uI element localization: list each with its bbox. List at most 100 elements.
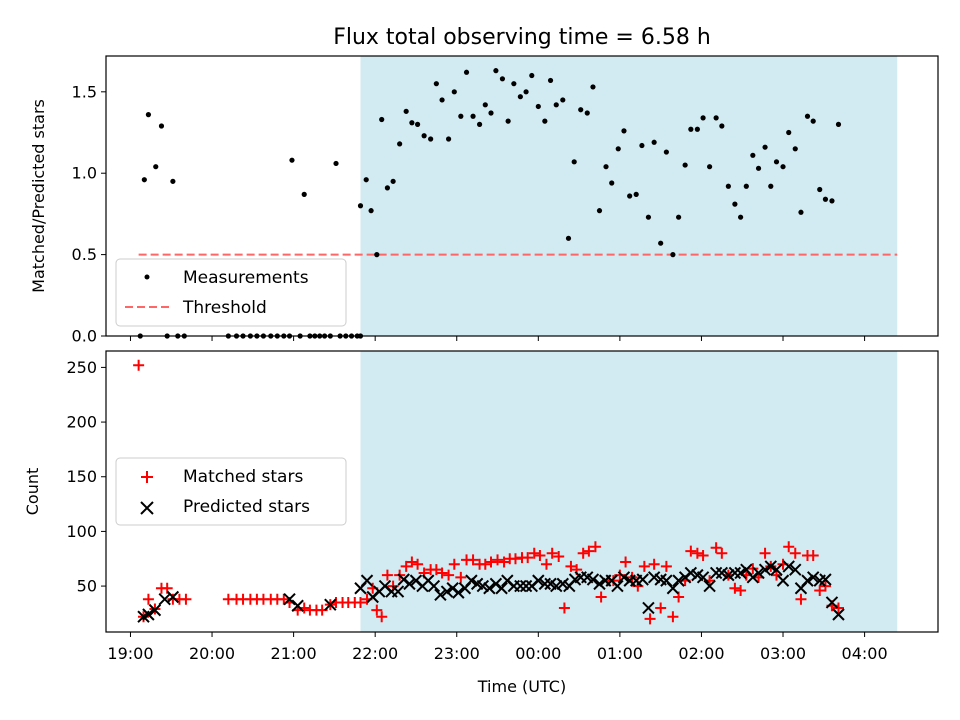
- bottom-y-axis-label: Count: [23, 468, 42, 516]
- measurement-point: [596, 208, 603, 214]
- measurement-point: [153, 164, 159, 170]
- predicted-star-points: [137, 560, 845, 623]
- measurement-point: [505, 118, 511, 124]
- predicted-star-point: [538, 577, 552, 591]
- measurement-point: [817, 186, 823, 193]
- measurement-point: [639, 142, 645, 149]
- x-tick-label: 02:00: [678, 644, 724, 663]
- matched-star-point: [180, 593, 192, 605]
- matched-star-point: [819, 580, 831, 592]
- measurement-point: [384, 185, 391, 191]
- predicted-star-point: [495, 582, 508, 595]
- measurement-point: [829, 198, 835, 204]
- measurement-point: [694, 126, 700, 132]
- predicted-star-point: [666, 582, 680, 595]
- measurement-point: [750, 152, 756, 158]
- matched-star-point: [534, 549, 546, 561]
- matched-star-point: [648, 558, 660, 570]
- matched-star-point: [443, 569, 455, 581]
- predicted-star-point: [752, 566, 765, 580]
- measurement-point: [700, 115, 706, 121]
- measurement-point: [535, 103, 541, 110]
- predicted-star-point: [825, 596, 839, 609]
- predicted-star-point: [636, 573, 649, 586]
- bottom-y-tick-label: 100: [66, 522, 97, 541]
- predicted-star-point: [764, 560, 777, 573]
- matched-star-point: [133, 359, 145, 371]
- measurement-point: [333, 160, 339, 167]
- matched-star-point: [729, 582, 741, 594]
- matched-star-point: [638, 560, 650, 572]
- measurement-point: [529, 72, 535, 79]
- top-y-tick-label: 1.5: [72, 82, 97, 101]
- predicted-star-point: [440, 585, 454, 598]
- count-panel: 50 100 150 200 250 19:00 20:00 21:00 22:00 23:00…: [23, 350, 939, 696]
- measurement-point: [768, 183, 774, 189]
- measurement-point: [725, 183, 731, 189]
- matched-star-point: [667, 611, 679, 623]
- measurement-point: [403, 108, 409, 114]
- predicted-star-point: [819, 573, 832, 586]
- measurement-point: [553, 102, 559, 108]
- predicted-star-point: [586, 573, 600, 586]
- measurement-point: [409, 120, 415, 126]
- x-tick-label: 22:00: [352, 644, 398, 663]
- measurement-point: [755, 165, 762, 171]
- measurement-point: [547, 77, 554, 84]
- measurement-point: [743, 183, 749, 189]
- matched-star-point: [448, 558, 460, 570]
- matched-star-point: [589, 541, 601, 553]
- measurement-point: [627, 193, 633, 199]
- measurement-point: [511, 81, 517, 87]
- measurement-point: [542, 118, 548, 124]
- measurement-point: [658, 240, 664, 246]
- legend-threshold-label: Threshold: [182, 298, 267, 318]
- predicted-star-point: [672, 574, 685, 587]
- x-tick-label: 03:00: [760, 644, 806, 663]
- x-tick-label: 00:00: [515, 644, 561, 663]
- top-y-tick-label: 0.0: [72, 327, 97, 346]
- bottom-y-tick-label: 250: [66, 358, 97, 377]
- predicted-star-point: [142, 608, 155, 621]
- matched-star-point: [522, 552, 534, 564]
- matched-star-point: [789, 547, 801, 559]
- top-y-tick-label: 0.5: [72, 245, 97, 264]
- matched-star-point: [832, 602, 844, 614]
- top-axes-frame: [105, 55, 939, 337]
- measurement-point: [439, 97, 445, 103]
- measurement-point: [463, 69, 470, 75]
- legend-matched-label: Matched stars: [183, 467, 303, 487]
- measurement-point: [786, 129, 792, 136]
- matched-star-point: [660, 560, 672, 572]
- matched-star-point: [759, 547, 771, 559]
- measurement-point: [141, 177, 147, 183]
- matched-star-point: [814, 584, 826, 596]
- predicted-star-point: [148, 603, 162, 617]
- measurement-point: [738, 214, 744, 220]
- matched-star-point: [498, 556, 510, 568]
- measurement-point: [651, 139, 657, 145]
- predicted-star-point: [801, 574, 814, 587]
- top-legend: Measurements Threshold: [115, 258, 347, 327]
- chart-title: Flux total observing time = 6.58 h: [333, 25, 711, 50]
- matched-star-point: [795, 593, 807, 605]
- measurement-point: [499, 76, 506, 82]
- matched-star-point: [479, 558, 491, 570]
- predicted-star-point: [427, 579, 441, 593]
- legend-matched-marker: [141, 471, 153, 483]
- matched-star-point: [546, 547, 558, 559]
- measurement-point: [584, 110, 590, 116]
- measurement-point: [732, 201, 738, 207]
- measurement-point: [476, 121, 483, 127]
- measurement-point: [603, 164, 609, 170]
- measurement-point: [458, 113, 464, 119]
- legend-measurements-label: Measurements: [183, 268, 309, 288]
- matched-star-point: [553, 551, 565, 563]
- matched-star-point: [716, 547, 728, 559]
- measurement-point: [719, 123, 725, 129]
- matched-star-point: [710, 542, 722, 554]
- matched-star-point: [430, 564, 442, 576]
- measurement-point: [523, 89, 529, 95]
- predicted-star-point: [776, 574, 790, 587]
- predicted-star-point: [283, 592, 296, 606]
